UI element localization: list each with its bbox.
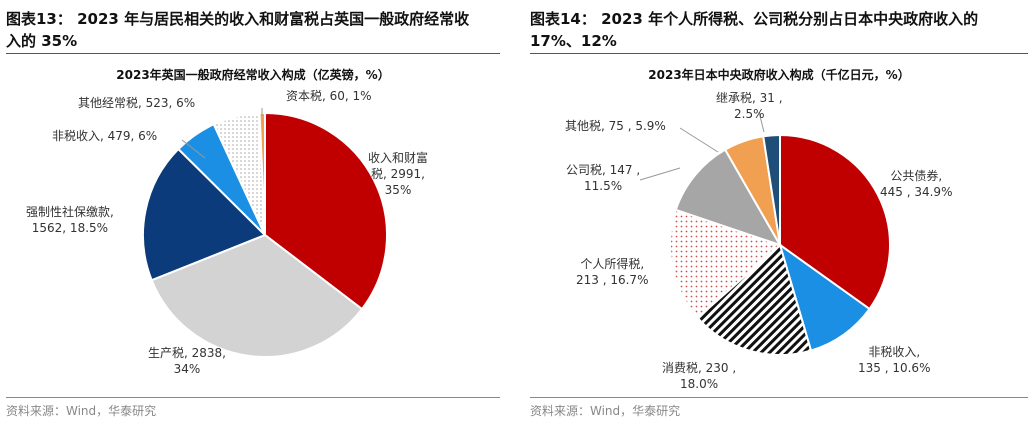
pie-slice-公司税: [674, 148, 783, 247]
label-line: 1562, 18.5%: [31, 221, 109, 235]
pie-slice-生产税: [150, 233, 364, 358]
chart-title: 2023年日本中央政府收入构成（千亿日元，%）: [648, 68, 910, 82]
pie-slice-继承税: [762, 133, 781, 246]
label-line: 445 , 34.9%: [880, 185, 953, 199]
source-note: 资料来源：Wind，华泰研究: [6, 404, 157, 418]
label-line: 11.5%: [584, 179, 623, 193]
label-line: 公司税, 147 ,: [566, 163, 641, 177]
label-line: 35%: [384, 183, 412, 197]
divider: [530, 53, 1028, 54]
label-line: 135 , 10.6%: [858, 361, 931, 375]
label-line: 公共债券,: [890, 169, 943, 183]
label-line: 2.5%: [734, 107, 765, 121]
chart-title: 2023年英国一般政府经常收入构成（亿英镑，%）: [116, 68, 390, 82]
pie-slice-非税收入: [778, 242, 871, 352]
label-non-tax-revenue: 非税收入, 479, 6%: [52, 128, 157, 144]
label-production-tax: 生产税, 2838, 34%: [148, 345, 226, 377]
label-other-tax: 其他税, 75 , 5.9%: [565, 118, 666, 134]
divider: [6, 53, 500, 54]
title-line: 17%、12%: [530, 32, 617, 50]
title-line: 入的 35%: [6, 32, 78, 50]
source-note: 资料来源：Wind，华泰研究: [530, 404, 681, 418]
label-line: 其他税, 75 , 5.9%: [565, 119, 666, 133]
label-line: 强制性社保缴款,: [26, 205, 114, 219]
label-line: 18.0%: [680, 377, 719, 391]
label-line: 个人所得税,: [580, 257, 645, 271]
label-line: 生产税, 2838,: [148, 346, 226, 360]
label-consumption-tax: 消费税, 230 , 18.0%: [662, 360, 736, 392]
label-non-tax-revenue-jp: 非税收入, 135 , 10.6%: [858, 344, 930, 376]
label-line: 213 , 16.7%: [576, 273, 649, 287]
label-personal-income-tax: 个人所得税, 213 , 16.7%: [576, 256, 648, 288]
label-social-contributions: 强制性社保缴款, 1562, 18.5%: [26, 204, 114, 236]
label-inheritance-tax: 继承税, 31 , 2.5%: [716, 90, 783, 122]
label-capital-tax: 资本税, 60, 1%: [286, 88, 372, 104]
divider: [6, 397, 500, 398]
label-income-wealth-tax: 收入和财富税, 2991, 35%: [368, 150, 428, 198]
label-line: 非税收入, 479, 6%: [52, 129, 158, 143]
label-corporate-tax: 公司税, 147 , 11.5%: [566, 162, 640, 194]
label-line: 继承税, 31 ,: [716, 91, 783, 105]
pie-slice-个人所得税: [669, 208, 782, 320]
label-line: 消费税, 230 ,: [662, 361, 737, 375]
title-line: 图表13： 2023 年与居民相关的收入和财富税占英国一般政府经常收: [6, 10, 470, 28]
pie-slice-公共债券: [779, 133, 891, 311]
leader-lines: [181, 108, 765, 181]
label-line: 非税收入,: [868, 345, 921, 359]
label-line: 资本税, 60, 1%: [286, 89, 372, 103]
figure-13-title: 图表13： 2023 年与居民相关的收入和财富税占英国一般政府经常收 入的 35%: [6, 8, 469, 52]
pie-slice-收入和财富税: [264, 111, 388, 311]
label-line: 税, 2991,: [371, 167, 425, 181]
label-line: 其他经常税, 523, 6%: [78, 96, 196, 110]
figure-14-title: 图表14： 2023 年个人所得税、公司税分别占日本中央政府收入的 17%、12%: [530, 8, 978, 52]
label-public-bonds: 公共债券, 445 , 34.9%: [880, 168, 952, 200]
pie-slice-强制性社保缴款: [142, 147, 267, 282]
label-line: 34%: [173, 362, 201, 376]
label-other-current-tax: 其他经常税, 523, 6%: [78, 95, 195, 111]
title-line: 图表14： 2023 年个人所得税、公司税分别占日本中央政府收入的: [530, 10, 979, 28]
pie-slice-消费税: [696, 243, 813, 356]
label-line: 收入和财富: [368, 151, 429, 165]
divider: [530, 397, 1028, 398]
